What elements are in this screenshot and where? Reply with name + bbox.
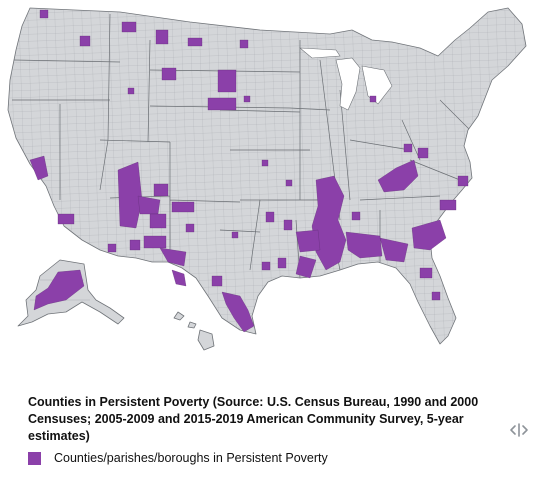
poverty-county bbox=[295, 255, 317, 279]
poverty-county bbox=[261, 159, 269, 167]
poverty-county bbox=[239, 39, 249, 49]
poverty-county bbox=[369, 95, 377, 103]
poverty-county bbox=[377, 159, 419, 193]
legend-label: Counties/parishes/boroughs in Persistent… bbox=[54, 451, 328, 465]
poverty-county bbox=[149, 213, 167, 229]
split-arrows-icon[interactable] bbox=[508, 420, 530, 440]
great-lakes bbox=[299, 47, 393, 111]
poverty-county bbox=[231, 231, 239, 239]
poverty-county bbox=[161, 67, 177, 81]
poverty-county bbox=[159, 247, 187, 267]
poverty-county bbox=[431, 291, 441, 301]
map-legend: Counties/parishes/boroughs in Persistent… bbox=[28, 451, 328, 465]
poverty-county bbox=[187, 37, 203, 47]
poverty-county bbox=[79, 35, 91, 47]
poverty-county bbox=[171, 201, 195, 213]
hawaii bbox=[173, 311, 215, 351]
poverty-county bbox=[121, 21, 137, 33]
poverty-county bbox=[29, 155, 49, 181]
poverty-county bbox=[283, 219, 293, 231]
poverty-county bbox=[261, 261, 271, 271]
poverty-county bbox=[153, 183, 169, 197]
poverty-county bbox=[265, 211, 275, 223]
map-caption: Counties in Persistent Poverty (Source: … bbox=[28, 395, 479, 443]
poverty-county bbox=[243, 95, 251, 103]
poverty-county bbox=[295, 229, 321, 253]
poverty-county bbox=[107, 243, 117, 253]
poverty-county bbox=[117, 161, 143, 229]
poverty-county bbox=[439, 199, 457, 211]
poverty-county bbox=[171, 269, 187, 287]
poverty-county bbox=[277, 257, 287, 269]
poverty-county bbox=[403, 143, 413, 153]
poverty-county bbox=[127, 87, 135, 95]
poverty-county bbox=[351, 211, 361, 221]
poverty-county bbox=[39, 9, 49, 19]
persistent-poverty-counties bbox=[29, 9, 469, 333]
poverty-county bbox=[411, 219, 447, 251]
poverty-county bbox=[457, 175, 469, 187]
poverty-county bbox=[419, 267, 433, 279]
split-arrows-glyph bbox=[510, 423, 528, 437]
persistent-poverty-map bbox=[7, 7, 527, 351]
poverty-county bbox=[143, 235, 167, 249]
poverty-county bbox=[211, 275, 223, 287]
poverty-county bbox=[285, 179, 293, 187]
poverty-county bbox=[185, 223, 195, 233]
poverty-county bbox=[417, 147, 429, 159]
poverty-county bbox=[207, 97, 237, 111]
poverty-county bbox=[155, 29, 169, 45]
contiguous-us bbox=[7, 7, 527, 345]
poverty-county bbox=[217, 69, 237, 93]
poverty-county bbox=[345, 231, 383, 259]
poverty-county bbox=[379, 237, 409, 263]
poverty-county bbox=[57, 213, 75, 225]
poverty-county bbox=[311, 175, 347, 271]
legend-swatch bbox=[28, 451, 41, 465]
poverty-county bbox=[221, 291, 255, 333]
us-county-map bbox=[7, 7, 527, 351]
poverty-county bbox=[33, 269, 85, 311]
poverty-county bbox=[129, 239, 141, 251]
